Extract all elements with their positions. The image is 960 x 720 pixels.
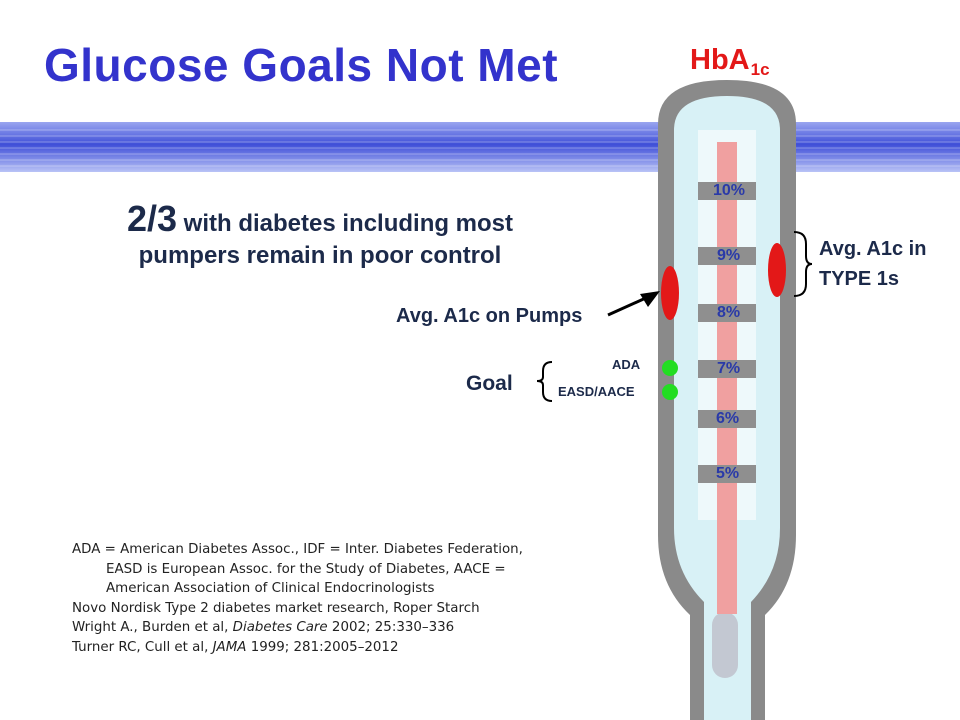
tick-mark bbox=[698, 182, 756, 200]
type1-label-line2: TYPE 1s bbox=[819, 268, 900, 290]
references: ADA = American Diabetes Assoc., IDF = In… bbox=[72, 540, 523, 658]
tick-mark bbox=[698, 465, 756, 483]
pump-a1c-marker bbox=[661, 266, 679, 320]
pump-arrow-head bbox=[640, 291, 660, 307]
pump-label: Avg. A1c on Pumps bbox=[396, 305, 583, 327]
tick-mark bbox=[698, 304, 756, 322]
hba1c-sub: 1c bbox=[750, 60, 770, 79]
headline: 2/3 with diabetes including most pumpers… bbox=[60, 198, 580, 270]
thermometer-bulb bbox=[712, 612, 738, 678]
goal-label: Goal bbox=[466, 372, 513, 395]
ref-line: EASD is European Assoc. for the Study of… bbox=[106, 561, 506, 577]
tick-label-5: 5% bbox=[716, 465, 740, 482]
pump-arrow-line bbox=[607, 295, 649, 317]
ref-line: ADA = American Diabetes Assoc., IDF = In… bbox=[72, 542, 523, 557]
type1-bracket bbox=[793, 231, 813, 297]
ref-line: Turner RC, Cull et al, JAMA 1999; 281:20… bbox=[72, 639, 399, 655]
title-banner bbox=[0, 122, 960, 172]
type1-a1c-marker bbox=[768, 243, 786, 297]
tick-mark bbox=[698, 410, 756, 428]
ref-line: Novo Nordisk Type 2 diabetes market rese… bbox=[72, 600, 480, 616]
slide-title: Glucose Goals Not Met bbox=[44, 39, 559, 91]
tick-mark bbox=[698, 247, 756, 265]
headline-line2: pumpers remain in poor control bbox=[138, 242, 502, 269]
headline-line1: with diabetes including most bbox=[177, 210, 514, 237]
tick-label-9: 9% bbox=[717, 247, 741, 264]
tick-label-8: 8% bbox=[717, 304, 741, 321]
goal-dot-easd bbox=[662, 384, 678, 400]
tick-label-7: 7% bbox=[717, 360, 741, 377]
headline-fraction: 2/3 bbox=[126, 198, 177, 239]
goal-bracket bbox=[536, 361, 553, 402]
goal-ada-label: ADA bbox=[612, 357, 641, 372]
tick-label-6: 6% bbox=[716, 410, 740, 427]
tick-mark bbox=[698, 360, 756, 378]
hba1c-title: HbA1c bbox=[690, 44, 770, 80]
hba1c-main: HbA bbox=[690, 44, 750, 76]
ref-line: Wright A., Burden et al, Diabetes Care 2… bbox=[72, 620, 455, 636]
tick-label-10: 10% bbox=[713, 182, 746, 199]
goal-easd-label: EASD/AACE bbox=[558, 384, 635, 399]
ref-line: American Association of Clinical Endocri… bbox=[106, 581, 435, 597]
type1-label-line1: Avg. A1c in bbox=[819, 238, 927, 260]
goal-dot-ada bbox=[662, 360, 678, 376]
